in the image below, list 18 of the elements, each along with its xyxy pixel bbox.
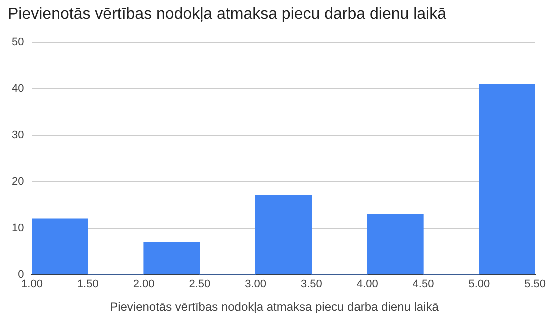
x-tick-label: 1.50 — [77, 278, 99, 290]
y-tick-label: 50 — [12, 36, 24, 49]
chart-title: Pievienotās vērtības nodokļa atmaksa piecu darba dienu laikā — [8, 6, 446, 24]
x-tick-label: 2.00 — [133, 278, 155, 290]
x-tick-label: 5.50 — [524, 278, 546, 290]
x-tick-label: 4.50 — [412, 278, 434, 290]
y-tick-label: 10 — [12, 222, 24, 234]
y-tick-label: 40 — [12, 83, 24, 96]
x-axis-title: Pievienotās vērtības nodokļa atmaksa piecu darba dienu laikā — [109, 300, 440, 314]
x-tick-label: 2.50 — [189, 278, 211, 290]
x-tick-label: 3.00 — [245, 278, 267, 290]
y-tick-label: 0 — [18, 268, 24, 281]
x-tick-label: 5.00 — [468, 278, 490, 290]
y-tick-label: 20 — [12, 176, 24, 188]
y-tick-label: 30 — [12, 130, 24, 142]
x-tick-label: 3.50 — [301, 278, 322, 290]
x-tick-label: 1.00 — [22, 278, 43, 290]
x-tick-label: 4.00 — [356, 278, 378, 290]
